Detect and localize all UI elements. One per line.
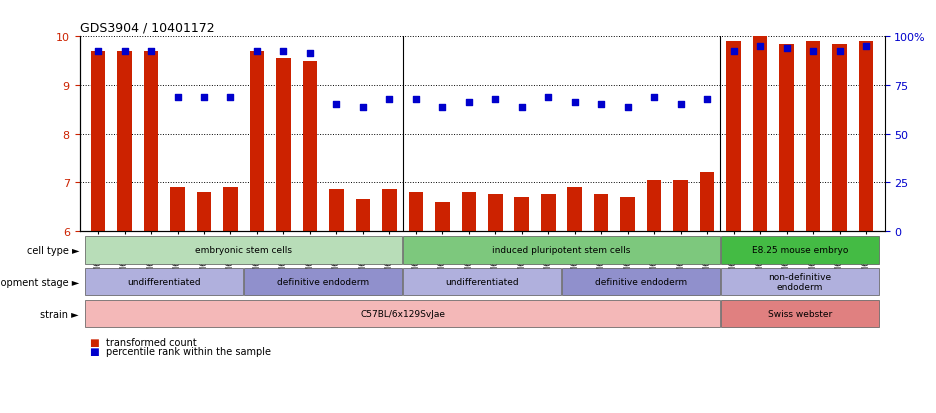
Point — [276, 48, 291, 55]
Text: percentile rank within the sample: percentile rank within the sample — [106, 347, 271, 356]
Bar — [408, 192, 423, 231]
Point — [250, 48, 265, 55]
Bar — [780, 45, 794, 231]
Text: definitive endoderm: definitive endoderm — [595, 278, 687, 287]
Bar — [302, 62, 317, 231]
Point — [488, 97, 503, 104]
Bar — [435, 202, 449, 231]
Bar — [488, 195, 503, 231]
Point — [699, 97, 714, 104]
Point — [91, 48, 106, 55]
Point — [621, 104, 636, 111]
Point — [832, 48, 847, 55]
Text: E8.25 mouse embryo: E8.25 mouse embryo — [752, 246, 848, 255]
Bar — [567, 188, 582, 231]
Point — [117, 48, 132, 55]
Point — [302, 51, 317, 57]
Bar — [91, 52, 106, 231]
Text: ■: ■ — [89, 337, 98, 347]
Bar — [832, 45, 847, 231]
Text: non-definitive
endoderm: non-definitive endoderm — [768, 273, 831, 292]
Point — [647, 95, 662, 101]
Text: strain ►: strain ► — [40, 309, 79, 319]
FancyBboxPatch shape — [403, 268, 561, 296]
Point — [329, 102, 344, 109]
FancyBboxPatch shape — [721, 237, 879, 264]
Point — [567, 100, 582, 106]
Point — [726, 48, 741, 55]
Bar — [753, 37, 768, 231]
Point — [408, 97, 423, 104]
Point — [382, 97, 397, 104]
Text: embryonic stem cells: embryonic stem cells — [196, 246, 292, 255]
Point — [806, 48, 821, 55]
Point — [197, 95, 212, 101]
FancyBboxPatch shape — [721, 268, 879, 296]
FancyBboxPatch shape — [244, 268, 402, 296]
FancyBboxPatch shape — [403, 237, 720, 264]
Point — [143, 48, 158, 55]
Bar — [250, 52, 264, 231]
Bar — [329, 190, 344, 231]
Point — [356, 104, 371, 111]
Point — [858, 43, 873, 50]
Bar — [197, 192, 212, 231]
Bar — [647, 180, 662, 231]
Bar — [858, 42, 873, 231]
Bar — [170, 188, 184, 231]
Point — [170, 95, 185, 101]
Point — [673, 102, 688, 109]
FancyBboxPatch shape — [85, 300, 720, 328]
Text: GDS3904 / 10401172: GDS3904 / 10401172 — [80, 21, 214, 35]
FancyBboxPatch shape — [85, 237, 402, 264]
Text: definitive endoderm: definitive endoderm — [277, 278, 369, 287]
Text: transformed count: transformed count — [106, 337, 197, 347]
Text: cell type ►: cell type ► — [26, 245, 79, 255]
Bar — [515, 197, 529, 231]
Text: development stage ►: development stage ► — [0, 277, 79, 287]
Point — [435, 104, 450, 111]
Point — [779, 46, 794, 52]
Bar — [673, 180, 688, 231]
Bar — [594, 195, 608, 231]
FancyBboxPatch shape — [721, 300, 879, 328]
Bar — [276, 59, 291, 231]
Point — [461, 100, 476, 106]
Text: ■: ■ — [89, 347, 98, 356]
Bar — [382, 190, 397, 231]
Point — [593, 102, 608, 109]
Text: Swiss webster: Swiss webster — [768, 309, 832, 318]
Bar — [117, 52, 132, 231]
Text: undifferentiated: undifferentiated — [127, 278, 201, 287]
Bar — [461, 192, 476, 231]
Bar — [806, 42, 820, 231]
Point — [753, 43, 768, 50]
Text: C57BL/6x129SvJae: C57BL/6x129SvJae — [360, 309, 446, 318]
Bar — [144, 52, 158, 231]
Point — [223, 95, 238, 101]
Text: undifferentiated: undifferentiated — [446, 278, 519, 287]
Bar — [621, 197, 635, 231]
Bar — [541, 195, 556, 231]
Bar — [223, 188, 238, 231]
Text: induced pluripotent stem cells: induced pluripotent stem cells — [492, 246, 631, 255]
Bar — [726, 42, 741, 231]
Point — [541, 95, 556, 101]
Bar — [700, 173, 714, 231]
FancyBboxPatch shape — [85, 268, 243, 296]
Bar — [356, 200, 370, 231]
FancyBboxPatch shape — [562, 268, 720, 296]
Point — [514, 104, 529, 111]
